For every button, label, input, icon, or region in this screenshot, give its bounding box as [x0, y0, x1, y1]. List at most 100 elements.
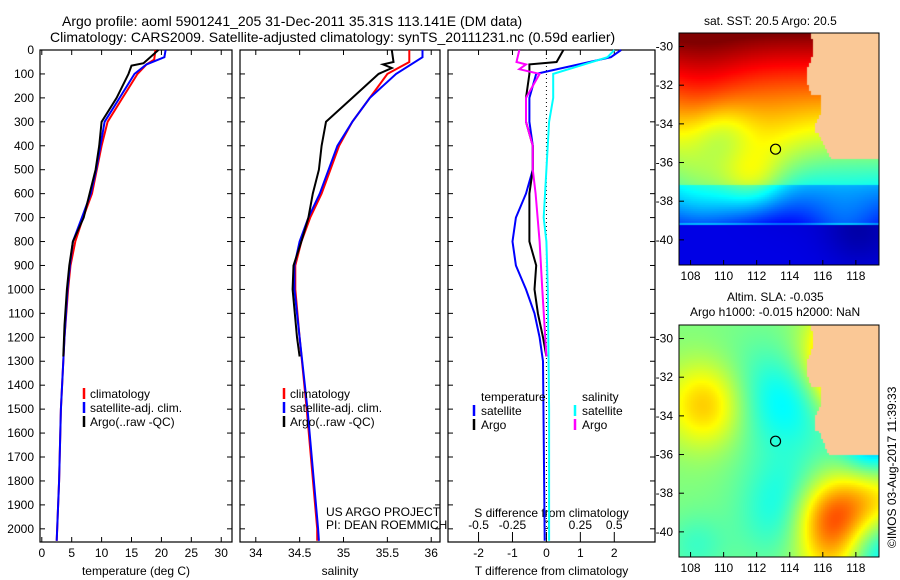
legend-label: Argo(..raw -QC)	[90, 415, 175, 429]
series-line-s-argo	[515, 49, 548, 357]
x-tick-label: 0	[543, 546, 550, 560]
y-tick-label: 1800	[7, 474, 34, 488]
series-line-satellite-adj-clim-	[55, 49, 167, 541]
map-frame	[678, 32, 880, 266]
lat-tick-label: -30	[656, 332, 674, 346]
legend-title-salinity: salinity	[582, 390, 619, 404]
legend-label: Argo	[481, 418, 507, 432]
y-tick-label: 600	[14, 187, 34, 201]
x-tick-label: -1	[507, 546, 518, 560]
project-annotation: US ARGO PROJECT	[326, 505, 441, 519]
plot-frame-temperature	[39, 49, 233, 543]
legend-label: satellite-adj. clim.	[290, 401, 382, 415]
x-tick-label: 5	[68, 546, 75, 560]
legend-label: Argo	[582, 418, 608, 432]
series-line-argo-raw-qc-	[62, 49, 160, 357]
title-line-1: Argo profile: aoml 5901241_205 31-Dec-20…	[62, 13, 523, 29]
y-tick-label: 1000	[7, 282, 34, 296]
x-tick-label: 34	[249, 546, 263, 560]
x-axis-label: temperature (deg C)	[82, 564, 190, 578]
lat-tick-label: -40	[656, 233, 674, 247]
lon-tick-label: 110	[714, 269, 733, 283]
lon-tick-label: 118	[846, 561, 865, 575]
lat-tick-label: -36	[656, 448, 674, 462]
y-tick-label: 300	[14, 115, 34, 129]
lat-tick-label: -34	[656, 409, 674, 423]
y-tick-label: 0	[27, 43, 34, 57]
sla-map	[679, 325, 879, 557]
y-tick-label: 500	[14, 163, 34, 177]
y-tick-label: 1500	[7, 402, 34, 416]
y-tick-label: 100	[14, 67, 34, 81]
x2-tick-label: -0.25	[499, 518, 527, 532]
x-tick-label: -2	[473, 546, 484, 560]
project-annotation: PI: DEAN ROEMMICH	[326, 518, 447, 532]
plot-frame-difference	[447, 49, 656, 543]
lat-tick-label: -32	[656, 370, 674, 384]
lat-tick-label: -32	[656, 78, 674, 92]
y-tick-label: 1600	[7, 426, 34, 440]
sst-map-title: sat. SST: 20.5 Argo: 20.5	[704, 14, 837, 28]
x2-tick-label: 0.25	[569, 518, 593, 532]
map-frame	[678, 324, 880, 558]
title-line-2: Climatology: CARS2009. Satellite-adjuste…	[50, 29, 616, 45]
y-tick-label: 1900	[7, 498, 34, 512]
lon-tick-label: 114	[780, 269, 799, 283]
y-tick-label: 200	[14, 91, 34, 105]
sla-map-title: Altim. SLA: -0.035	[727, 290, 824, 304]
argo-position-marker	[769, 435, 782, 447]
y-tick-label: 1100	[8, 306, 34, 320]
x-tick-label: 30	[215, 546, 229, 560]
lat-tick-label: -38	[656, 486, 674, 500]
x-tick-label: 0	[38, 546, 45, 560]
series-line-s-satellite	[542, 49, 616, 541]
x-axis-label: T difference from climatology	[475, 564, 629, 578]
lon-tick-label: 116	[813, 269, 832, 283]
x-tick-label: 34.5	[288, 546, 312, 560]
y-tick-label: 900	[14, 258, 34, 272]
y-tick-label: 800	[14, 235, 34, 249]
lon-tick-label: 118	[846, 269, 865, 283]
lat-tick-label: -30	[656, 40, 674, 54]
x-tick-label: 20	[155, 546, 169, 560]
lat-tick-label: -40	[656, 525, 674, 539]
lon-tick-label: 114	[780, 561, 799, 575]
x-tick-label: 25	[185, 546, 199, 560]
argo-position-marker	[769, 143, 782, 155]
y-tick-label: 2000	[7, 522, 34, 536]
lon-tick-label: 112	[747, 561, 766, 575]
series-line-argo-raw-qc-	[291, 49, 395, 357]
lon-tick-label: 108	[681, 561, 701, 575]
x-tick-label: 15	[125, 546, 139, 560]
y-tick-label: 1300	[7, 354, 34, 368]
y-tick-label: 400	[14, 139, 34, 153]
lat-tick-label: -36	[656, 156, 674, 170]
x2-tick-label: 0.5	[606, 518, 623, 532]
legend-title-temperature: temperature	[481, 390, 546, 404]
lon-tick-label: 108	[681, 269, 701, 283]
legend-label: Argo(..raw -QC)	[290, 415, 375, 429]
legend-label: climatology	[90, 387, 150, 401]
lon-tick-label: 110	[714, 561, 733, 575]
y-tick-label: 1700	[7, 450, 34, 464]
x2-axis-label: S difference from climatology	[474, 506, 629, 520]
lon-tick-label: 112	[747, 269, 766, 283]
x2-tick-label: 0	[543, 518, 550, 532]
plot-frame-salinity	[239, 49, 441, 543]
sst-map	[679, 33, 879, 265]
x-tick-label: 2	[611, 546, 618, 560]
series-line-t-argo	[525, 49, 565, 357]
y-tick-label: 700	[14, 211, 34, 225]
legend-label: satellite	[481, 404, 522, 418]
y-tick-label: 1200	[7, 330, 34, 344]
lon-tick-label: 116	[813, 561, 832, 575]
x-tick-label: 1	[577, 546, 584, 560]
lat-tick-label: -34	[656, 117, 674, 131]
x-tick-label: 36	[425, 546, 439, 560]
lat-tick-label: -38	[656, 194, 674, 208]
legend-label: satellite	[582, 404, 623, 418]
x-tick-label: 35	[337, 546, 351, 560]
